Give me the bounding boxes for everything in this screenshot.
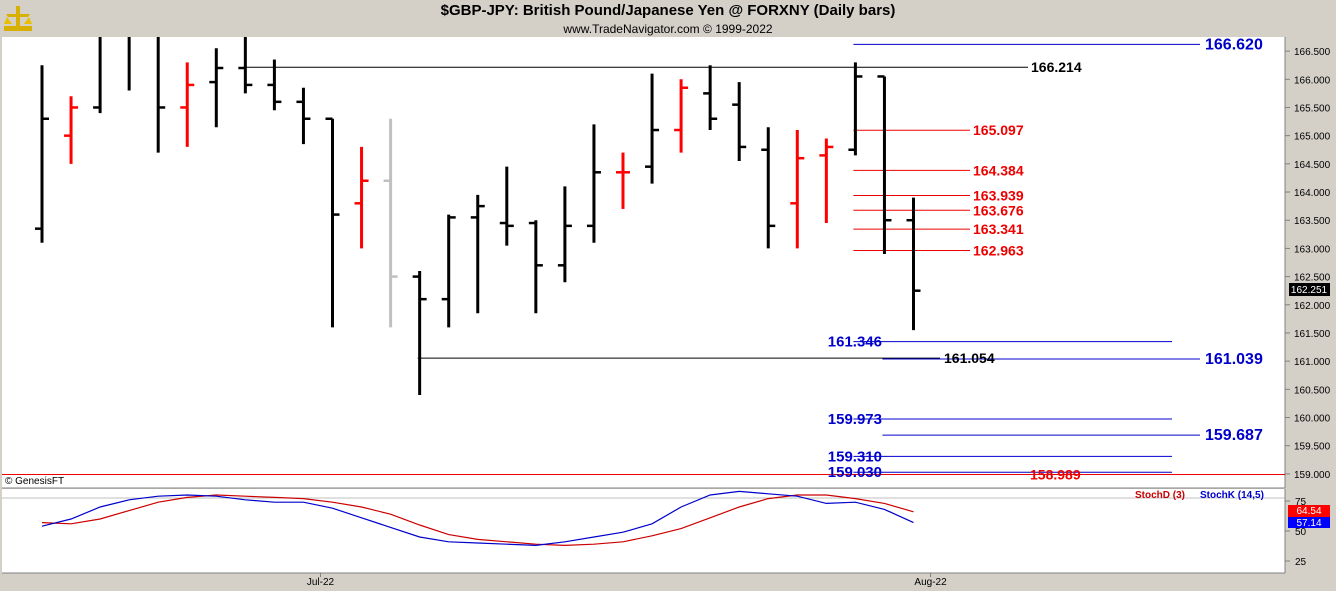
price-tick-label: 159.000 <box>1294 470 1331 481</box>
ohlc-bar <box>296 87 311 145</box>
ohlc-bar <box>877 75 892 255</box>
ohlc-bar <box>790 130 805 249</box>
level-label: 166.620 <box>1205 36 1263 53</box>
level-label: 162.963 <box>973 242 1024 258</box>
level-label: 161.054 <box>944 350 995 366</box>
price-tick-label: 161.500 <box>1294 329 1331 340</box>
stoch-panel-background <box>2 489 1285 573</box>
price-tick-label: 165.500 <box>1294 103 1331 114</box>
trade-navigator-logo-icon <box>4 6 32 31</box>
stochk-last-label: 57.14 <box>1296 518 1321 529</box>
ohlc-bar <box>238 37 253 94</box>
ohlc-bar <box>703 65 718 131</box>
price-tick-label: 162.000 <box>1294 301 1331 312</box>
stoch-tick-label: 75 <box>1295 497 1307 508</box>
price-tick-label: 162.500 <box>1294 273 1331 284</box>
ohlc-bar <box>35 65 49 243</box>
ohlc-bar <box>528 220 543 314</box>
ohlc-bar <box>127 37 131 91</box>
stoch-tick-label: 50 <box>1295 527 1307 538</box>
legend-stochk: StochK (14,5) <box>1200 490 1264 501</box>
level-label: 164.384 <box>973 162 1024 178</box>
stoch-last-values: 64.54 57.14 <box>1288 505 1330 529</box>
price-tick-label: 159.500 <box>1294 442 1331 453</box>
last-price-marker: 162.251 <box>1289 283 1330 296</box>
stoch-tick-label: 25 <box>1295 557 1307 568</box>
price-tick-label: 161.000 <box>1294 357 1331 368</box>
ohlc-bar <box>819 138 834 224</box>
level-label: 159.973 <box>828 411 882 428</box>
level-label: 159.310 <box>828 448 882 465</box>
stoch-series-line <box>41 494 914 547</box>
price-tick-label: 163.500 <box>1294 216 1331 227</box>
ohlc-bar <box>267 59 282 111</box>
stoch-series-line <box>41 490 914 547</box>
ohlc-bar <box>156 37 166 153</box>
watermark: © GenesisFT <box>5 476 64 487</box>
ohlc-bar <box>412 270 427 395</box>
level-label: 159.030 <box>828 464 882 481</box>
level-label: 161.039 <box>1205 351 1263 368</box>
ohlc-bar <box>761 127 776 249</box>
ohlc-bar <box>674 79 689 153</box>
ohlc-bar <box>180 62 195 147</box>
level-label: 158.989 <box>1030 467 1081 483</box>
ohlc-bar <box>209 48 224 128</box>
level-label: 159.687 <box>1205 427 1263 444</box>
price-panel-background <box>2 37 1285 488</box>
ohlc-bar <box>441 214 456 328</box>
ohlc-bar <box>93 37 102 114</box>
level-label: 163.341 <box>973 221 1024 237</box>
ohlc-bar <box>499 166 514 246</box>
level-label: 166.214 <box>1031 59 1082 75</box>
x-tick-label: Aug-22 <box>914 577 947 588</box>
ohlc-bar <box>557 186 572 283</box>
ohlc-bar <box>848 62 863 156</box>
ohlc-bar <box>645 73 660 184</box>
ohlc-bar <box>354 146 369 249</box>
price-tick-label: 164.500 <box>1294 160 1331 171</box>
price-tick-label: 165.000 <box>1294 132 1331 143</box>
ohlc-bar <box>616 152 630 209</box>
price-tick-label: 163.000 <box>1294 244 1331 255</box>
ohlc-bar <box>586 124 601 243</box>
price-tick-label: 166.000 <box>1294 75 1331 86</box>
price-tick-label: 160.500 <box>1294 385 1331 396</box>
ohlc-bar <box>64 96 79 164</box>
ohlc-bar <box>906 197 921 331</box>
legend-stochd: StochD (3) <box>1135 490 1185 501</box>
ohlc-bar <box>383 118 398 328</box>
ohlc-bar <box>325 117 340 328</box>
price-tick-label: 164.000 <box>1294 188 1331 199</box>
ohlc-bar <box>470 194 485 314</box>
ohlc-bar <box>732 82 747 162</box>
stochd-last-label: 64.54 <box>1296 506 1321 517</box>
price-tick-label: 166.500 <box>1294 47 1331 58</box>
chart-title: $GBP-JPY: British Pound/Japanese Yen @ F… <box>440 2 896 19</box>
level-label: 161.346 <box>828 334 882 351</box>
x-tick-label: Jul-22 <box>307 577 335 588</box>
last-price-label: 162.251 <box>1291 285 1328 296</box>
chart-subtitle: www.TradeNavigator.com © 1999-2022 <box>563 22 773 36</box>
level-label: 165.097 <box>973 122 1024 138</box>
level-label: 163.676 <box>973 202 1024 218</box>
level-label: 163.939 <box>973 187 1024 203</box>
price-tick-label: 160.000 <box>1294 414 1331 425</box>
